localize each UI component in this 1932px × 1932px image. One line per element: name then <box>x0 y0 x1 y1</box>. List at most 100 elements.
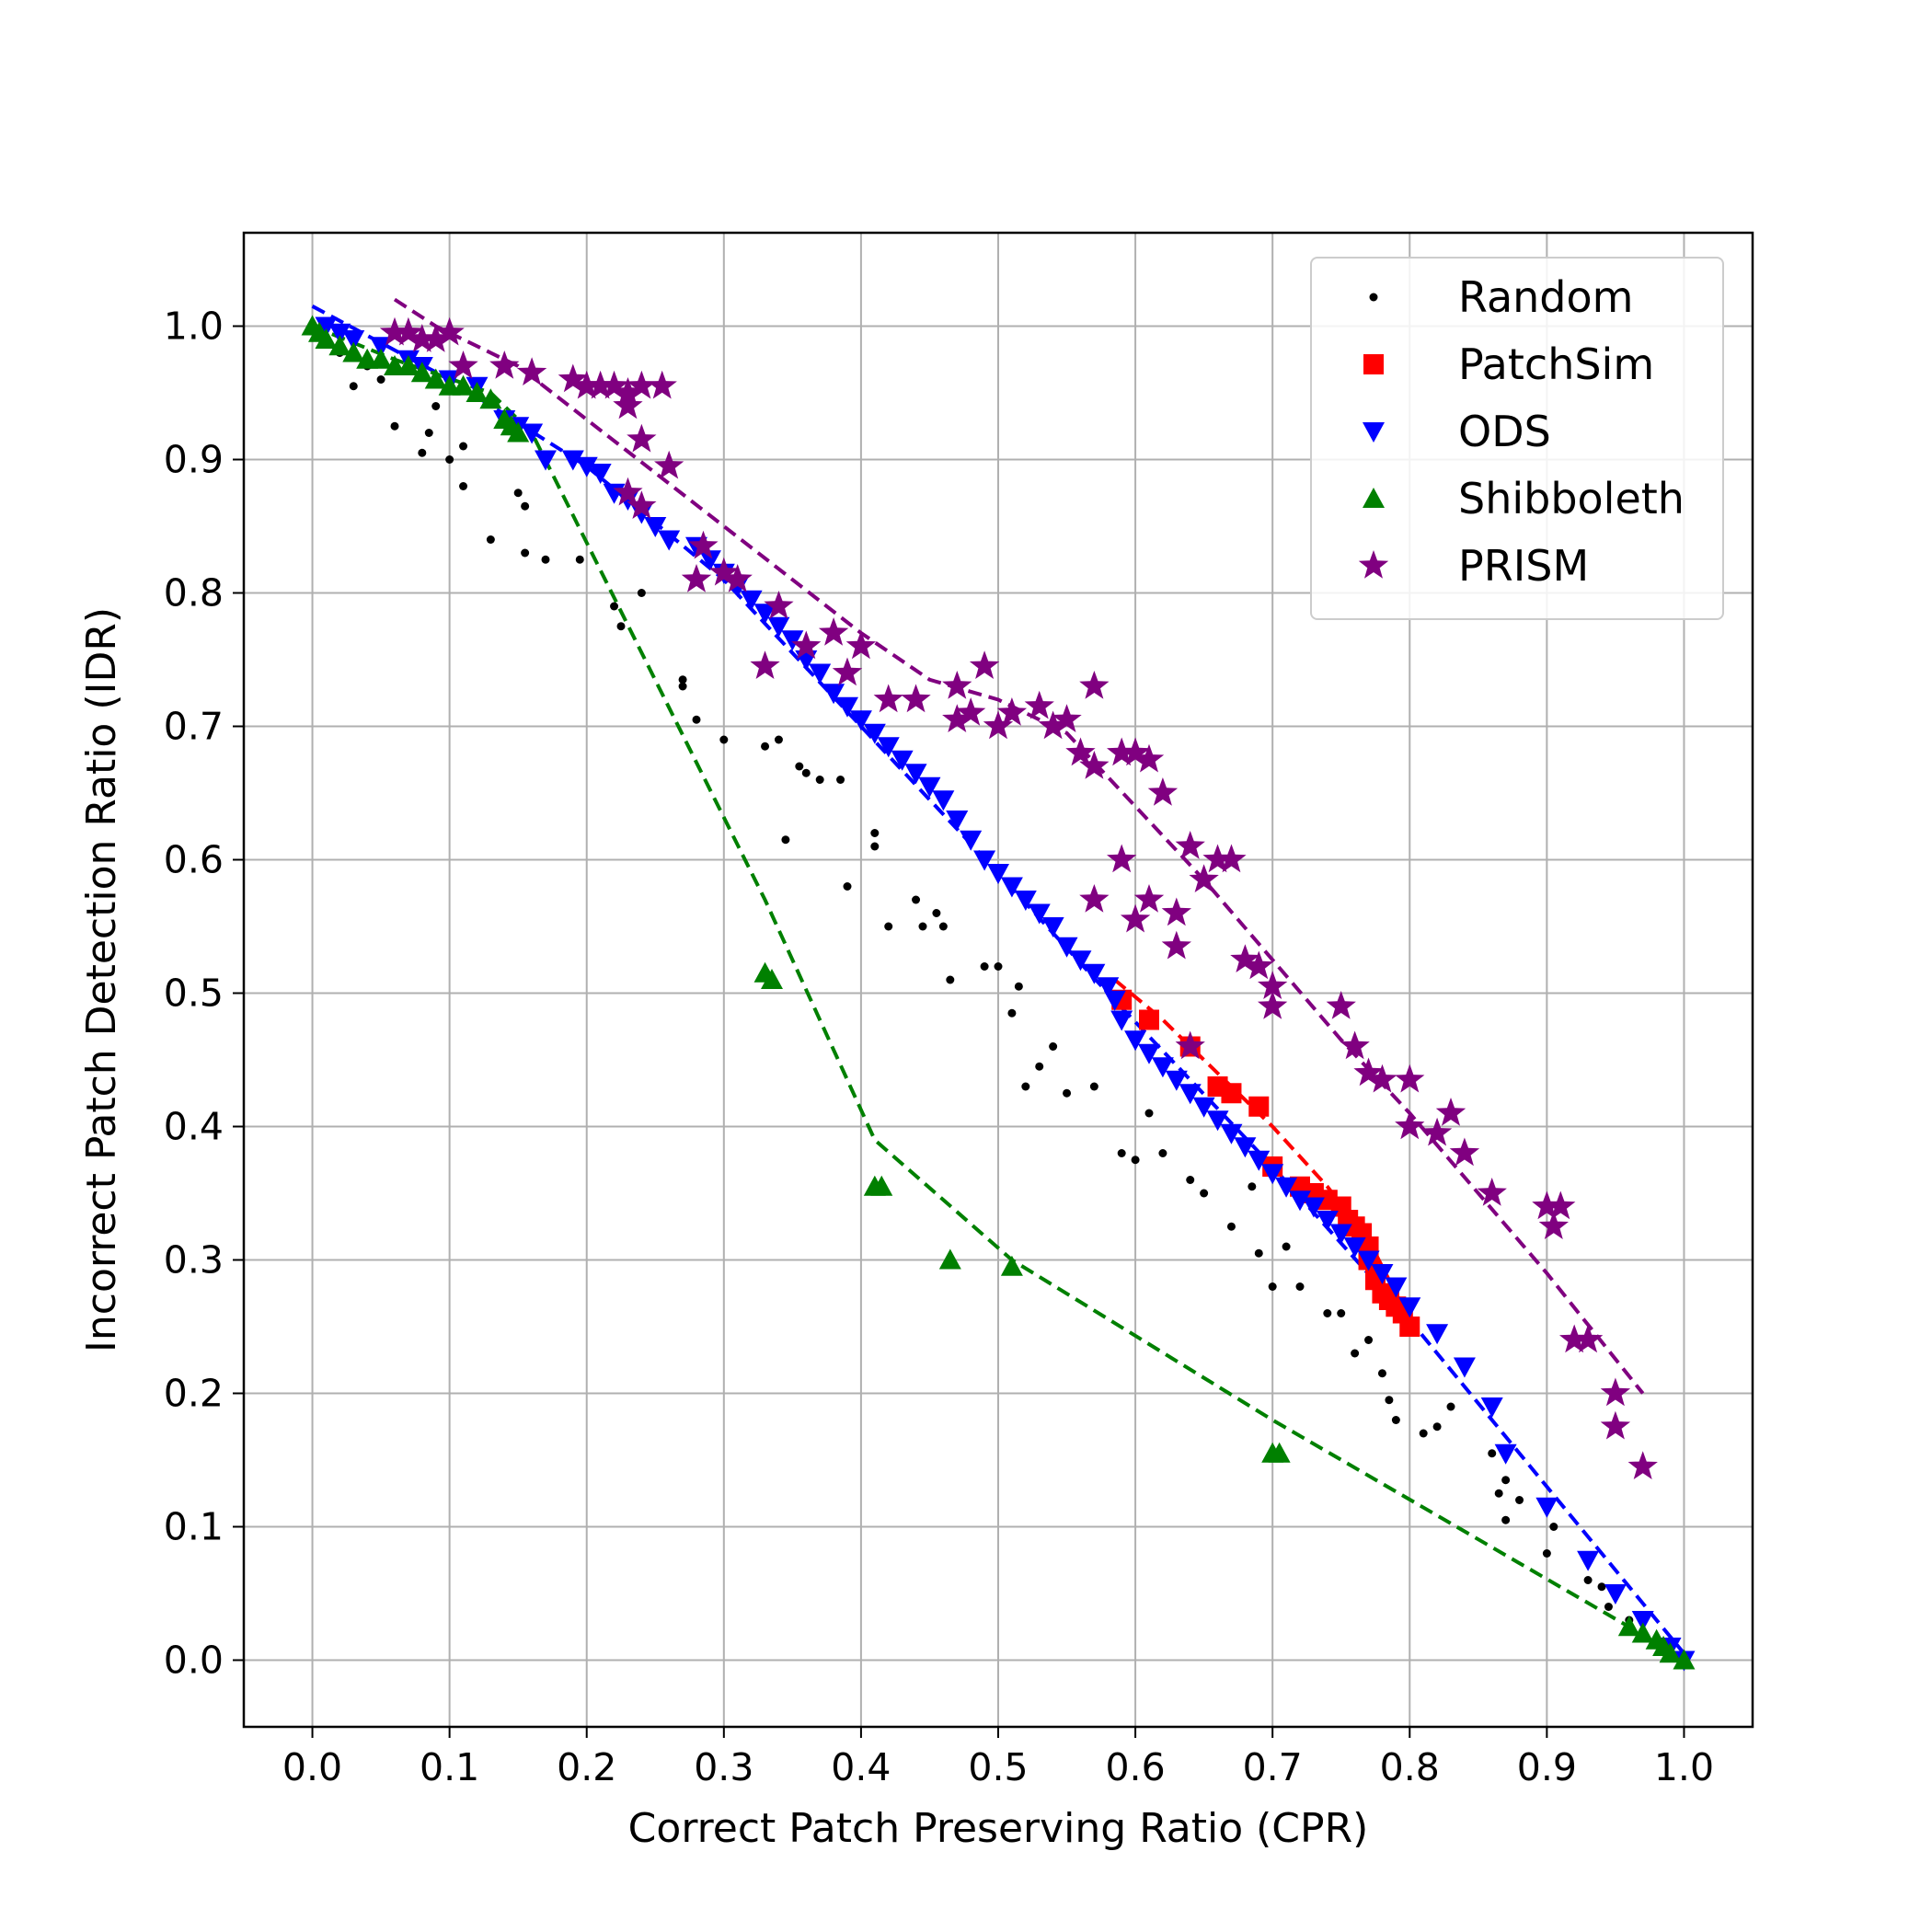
ods-point <box>1220 1123 1243 1144</box>
prism-point <box>420 324 451 352</box>
ods-point <box>1028 903 1051 925</box>
shibboleth-point <box>1673 1649 1696 1670</box>
random-point <box>1419 1429 1428 1438</box>
random-point <box>616 622 626 631</box>
ods-point <box>973 850 996 871</box>
random-point <box>836 776 845 784</box>
random-point <box>1351 1349 1360 1358</box>
legend-marker-ods <box>1363 422 1385 443</box>
random-point <box>994 962 1003 971</box>
legend-marker-prism <box>1358 550 1389 579</box>
random-point <box>1117 1149 1126 1157</box>
patchsim-series <box>1111 989 1420 1337</box>
ods-point <box>1083 963 1106 984</box>
prism-point <box>1435 1098 1466 1126</box>
data-markers <box>301 315 1696 1672</box>
random-point <box>692 715 701 724</box>
prism-point <box>585 370 615 399</box>
ods-point <box>561 450 584 471</box>
legend-marker-random <box>1369 293 1378 302</box>
ods-point <box>1138 1043 1160 1064</box>
prism-point <box>722 564 753 592</box>
prism-point <box>448 351 478 379</box>
prism-point <box>1175 1030 1205 1060</box>
ods-point <box>1494 1443 1517 1465</box>
random-point <box>390 421 399 431</box>
random-point <box>1494 1489 1503 1498</box>
ods-point <box>987 864 1009 884</box>
ods-point <box>891 750 914 771</box>
random-point <box>1186 1176 1195 1184</box>
random-point <box>946 975 955 984</box>
ods-point <box>1069 950 1092 972</box>
ods-point <box>521 423 544 444</box>
ods-point <box>1014 891 1037 911</box>
random-point <box>1446 1402 1455 1411</box>
random-point <box>1021 1082 1030 1091</box>
x-tick-label: 0.6 <box>1105 1745 1165 1789</box>
prism-point <box>1189 864 1219 892</box>
y-tick-label: 0.3 <box>164 1238 224 1282</box>
y-tick-label: 0.2 <box>164 1372 224 1416</box>
y-tick-label: 0.8 <box>164 571 224 615</box>
y-tick-label: 0.7 <box>164 705 224 749</box>
x-tick-label: 0.8 <box>1380 1745 1440 1789</box>
prism-point <box>832 657 863 686</box>
random-point <box>1488 1449 1497 1458</box>
prism-point <box>627 370 657 399</box>
random-point <box>610 602 619 611</box>
random-point <box>445 455 454 464</box>
ods-point <box>575 456 598 477</box>
random-point <box>1583 1576 1593 1584</box>
ods-point <box>946 811 969 831</box>
random-point <box>1604 1603 1613 1611</box>
shibboleth-point <box>410 362 433 383</box>
random-point <box>912 895 921 904</box>
random-point <box>1295 1282 1305 1291</box>
random-point <box>1049 1042 1058 1051</box>
ods-point <box>1124 1030 1147 1052</box>
shibboleth-point <box>342 341 365 362</box>
random-point <box>1282 1242 1291 1251</box>
prism-point <box>1532 1190 1562 1220</box>
ods-point <box>918 776 941 798</box>
prism-point <box>1244 950 1274 980</box>
prism-point <box>1230 944 1260 972</box>
y-tick-label: 1.0 <box>164 305 224 349</box>
shibboleth-point <box>1659 1642 1682 1663</box>
prism-point <box>791 630 822 660</box>
legend: Random PatchSim ODS Shibboleth PRISM <box>1310 257 1724 620</box>
legend-label-random: Random <box>1458 272 1633 322</box>
random-point <box>1501 1515 1511 1524</box>
random-point <box>1323 1309 1332 1317</box>
random-point <box>1597 1582 1606 1592</box>
prism-point <box>1477 1178 1507 1206</box>
ods-point <box>1343 1237 1366 1258</box>
prism-point <box>1161 897 1191 926</box>
prism-point <box>983 710 1014 740</box>
ods-point <box>315 316 338 338</box>
shibboleth-point <box>1631 1622 1654 1643</box>
random-point <box>1035 1062 1044 1071</box>
shibboleth-point <box>1268 1442 1291 1463</box>
random-point <box>431 402 441 410</box>
prism-point <box>1107 844 1137 873</box>
prism-point <box>1559 1324 1590 1353</box>
ods-point <box>1192 1097 1215 1118</box>
prism-point <box>1572 1324 1604 1353</box>
prism-point <box>942 704 972 732</box>
random-point <box>1226 1222 1236 1231</box>
ods-point <box>1151 1057 1174 1078</box>
prism-point <box>1065 737 1096 766</box>
prism-point <box>1024 690 1054 719</box>
prism-point <box>1546 1190 1576 1220</box>
x-tick-label: 0.5 <box>968 1745 1028 1789</box>
ods-point <box>960 830 983 851</box>
prism-point <box>681 564 712 592</box>
ods-point <box>1385 1277 1408 1298</box>
ods-point <box>1248 1150 1271 1171</box>
ods-point <box>1097 977 1120 998</box>
prism-point <box>393 316 424 346</box>
ods-point <box>1302 1197 1325 1218</box>
prism-point <box>1326 991 1356 1019</box>
